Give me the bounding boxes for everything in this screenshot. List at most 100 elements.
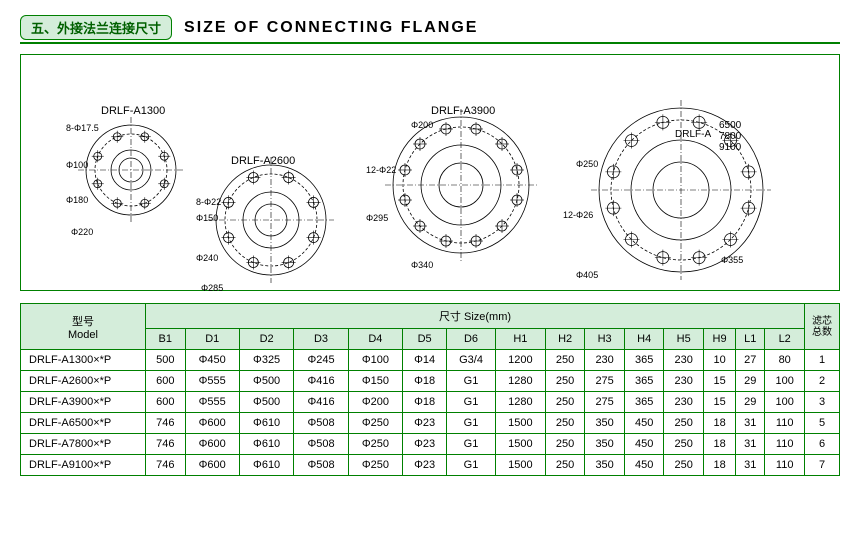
col-header: H3 — [585, 329, 625, 350]
value-cell: Φ325 — [239, 350, 293, 371]
value-cell: Φ416 — [294, 371, 348, 392]
value-cell: 1500 — [495, 413, 545, 434]
value-cell: 450 — [624, 455, 664, 476]
value-cell: 275 — [585, 392, 625, 413]
value-cell: Φ555 — [185, 392, 239, 413]
dim-label: DRLF-A2600 — [231, 155, 295, 167]
value-cell: 1280 — [495, 392, 545, 413]
value-cell: 250 — [545, 350, 585, 371]
value-cell: Φ610 — [239, 455, 293, 476]
model-cell: DRLF-A6500×*P — [21, 413, 146, 434]
dim-label: 12-Φ26 — [563, 210, 593, 220]
dim-label: 12-Φ22 — [366, 165, 396, 175]
value-cell: Φ500 — [239, 371, 293, 392]
value-cell: Φ508 — [294, 455, 348, 476]
value-cell: Φ600 — [185, 434, 239, 455]
value-cell: Φ200 — [348, 392, 402, 413]
value-cell: Φ250 — [348, 455, 402, 476]
model-cell: DRLF-A7800×*P — [21, 434, 146, 455]
dim-label: Φ340 — [411, 260, 433, 270]
col-header: D3 — [294, 329, 348, 350]
value-cell: 365 — [624, 392, 664, 413]
col-header: H2 — [545, 329, 585, 350]
dim-label: Φ250 — [576, 159, 598, 169]
value-cell: 250 — [664, 455, 704, 476]
value-cell: Φ508 — [294, 413, 348, 434]
dim-label: Φ285 — [201, 283, 223, 293]
value-cell: 18 — [703, 455, 735, 476]
value-cell: 29 — [736, 371, 765, 392]
value-cell: 450 — [624, 434, 664, 455]
value-cell: 365 — [624, 350, 664, 371]
value-cell: 1200 — [495, 350, 545, 371]
value-cell: 31 — [736, 434, 765, 455]
filter-cell: 3 — [805, 392, 840, 413]
value-cell: 746 — [146, 413, 186, 434]
filter-cell: 7 — [805, 455, 840, 476]
value-cell: 746 — [146, 455, 186, 476]
value-cell: 230 — [664, 371, 704, 392]
value-cell: 110 — [765, 455, 805, 476]
value-cell: G1 — [447, 434, 496, 455]
dim-label: Φ405 — [576, 270, 598, 280]
value-cell: Φ23 — [403, 413, 447, 434]
value-cell: 600 — [146, 392, 186, 413]
col-header: D1 — [185, 329, 239, 350]
value-cell: 31 — [736, 455, 765, 476]
dim-label: DRLF-A3900 — [431, 105, 495, 117]
value-cell: 250 — [664, 413, 704, 434]
value-cell: Φ23 — [403, 434, 447, 455]
filter-cell: 1 — [805, 350, 840, 371]
col-header: H5 — [664, 329, 704, 350]
value-cell: Φ610 — [239, 434, 293, 455]
value-cell: 746 — [146, 434, 186, 455]
model-cell: DRLF-A1300×*P — [21, 350, 146, 371]
value-cell: Φ600 — [185, 455, 239, 476]
value-cell: 250 — [545, 392, 585, 413]
value-cell: 1280 — [495, 371, 545, 392]
model-cell: DRLF-A3900×*P — [21, 392, 146, 413]
value-cell: 15 — [703, 392, 735, 413]
model-cell: DRLF-A9100×*P — [21, 455, 146, 476]
col-header: D5 — [403, 329, 447, 350]
value-cell: 500 — [146, 350, 186, 371]
value-cell: 29 — [736, 392, 765, 413]
value-cell: 1500 — [495, 455, 545, 476]
value-cell: Φ23 — [403, 455, 447, 476]
value-cell: Φ18 — [403, 392, 447, 413]
dim-label: Φ240 — [196, 253, 218, 263]
value-cell: 230 — [664, 350, 704, 371]
value-cell: 250 — [545, 371, 585, 392]
dim-label: Φ150 — [196, 213, 218, 223]
dim-label: 9100 — [719, 142, 741, 153]
value-cell: 275 — [585, 371, 625, 392]
value-cell: 250 — [545, 413, 585, 434]
dim-label: Φ200 — [411, 120, 433, 130]
col-header: D6 — [447, 329, 496, 350]
col-header: B1 — [146, 329, 186, 350]
dim-label: Φ355 — [721, 255, 743, 265]
value-cell: 27 — [736, 350, 765, 371]
value-cell: 250 — [664, 434, 704, 455]
filter-cell: 5 — [805, 413, 840, 434]
value-cell: 365 — [624, 371, 664, 392]
value-cell: Φ14 — [403, 350, 447, 371]
value-cell: 110 — [765, 413, 805, 434]
value-cell: 450 — [624, 413, 664, 434]
dim-label: Φ180 — [66, 195, 88, 205]
value-cell: Φ555 — [185, 371, 239, 392]
model-cell: DRLF-A2600×*P — [21, 371, 146, 392]
col-header: L2 — [765, 329, 805, 350]
col-header: H4 — [624, 329, 664, 350]
value-cell: G1 — [447, 392, 496, 413]
filter-cell: 2 — [805, 371, 840, 392]
value-cell: 600 — [146, 371, 186, 392]
value-cell: Φ18 — [403, 371, 447, 392]
col-header: D4 — [348, 329, 402, 350]
value-cell: 10 — [703, 350, 735, 371]
col-header: D2 — [239, 329, 293, 350]
value-cell: 350 — [585, 413, 625, 434]
dim-label: DRLF-A — [675, 129, 711, 140]
value-cell: 100 — [765, 371, 805, 392]
value-cell: Φ250 — [348, 413, 402, 434]
